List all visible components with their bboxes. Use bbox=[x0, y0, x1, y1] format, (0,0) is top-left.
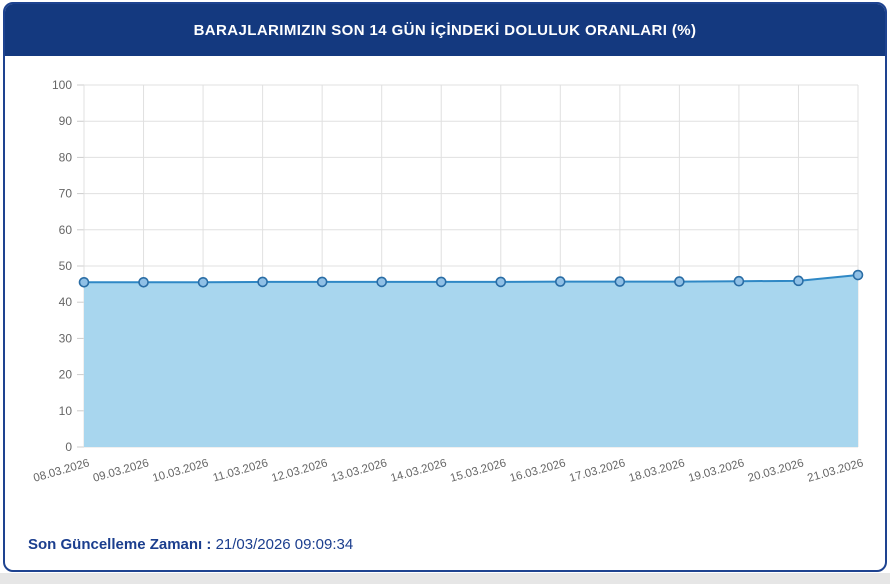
data-point[interactable] bbox=[197, 276, 209, 288]
y-tick-label: 10 bbox=[59, 404, 73, 418]
x-tick-label: 15.03.2026 bbox=[449, 457, 508, 484]
y-tick-label: 70 bbox=[59, 187, 73, 201]
x-tick-label: 19.03.2026 bbox=[687, 457, 746, 484]
y-tick-label: 80 bbox=[59, 150, 73, 164]
data-point[interactable] bbox=[495, 276, 507, 288]
data-point[interactable] bbox=[316, 276, 328, 288]
x-tick-label: 13.03.2026 bbox=[330, 457, 389, 484]
last-update-separator: : bbox=[202, 536, 216, 553]
chart-title: BARAJLARIMIZIN SON 14 GÜN İÇİNDEKİ DOLUL… bbox=[193, 21, 697, 39]
y-tick-label: 40 bbox=[59, 295, 73, 309]
y-tick-label: 0 bbox=[65, 440, 72, 454]
y-tick-label: 100 bbox=[52, 78, 72, 92]
data-point[interactable] bbox=[435, 276, 447, 288]
x-tick-label: 12.03.2026 bbox=[270, 457, 329, 484]
last-update-label: Son Güncelleme Zamanı bbox=[28, 536, 203, 553]
last-update-line: Son Güncelleme Zamanı : 21/03/2026 09:09… bbox=[28, 536, 353, 553]
data-point[interactable] bbox=[376, 276, 387, 288]
x-tick-label: 18.03.2026 bbox=[628, 457, 687, 484]
x-tick-label: 11.03.2026 bbox=[212, 457, 270, 484]
data-point[interactable] bbox=[555, 276, 566, 287]
y-tick-label: 60 bbox=[59, 223, 73, 237]
y-tick-label: 50 bbox=[59, 259, 73, 273]
data-point[interactable] bbox=[614, 276, 626, 287]
y-tick-label: 30 bbox=[59, 331, 73, 345]
x-tick-label: 08.03.2026 bbox=[32, 457, 91, 484]
x-tick-label: 09.03.2026 bbox=[92, 457, 151, 484]
data-point[interactable] bbox=[78, 276, 90, 288]
x-tick-label: 21.03.2026 bbox=[806, 457, 865, 484]
last-update-value: 21/03/2026 09:09:34 bbox=[215, 536, 354, 553]
data-point[interactable] bbox=[852, 269, 864, 281]
data-point[interactable] bbox=[793, 275, 804, 287]
data-point[interactable] bbox=[138, 276, 149, 288]
data-point[interactable] bbox=[733, 275, 745, 287]
x-tick-label: 17.03.2026 bbox=[568, 457, 627, 484]
series-line bbox=[84, 274, 859, 284]
area-fill bbox=[84, 275, 858, 447]
page-background-strip bbox=[0, 573, 890, 584]
dam-fill-rate-widget: 0 10 20 30 40 50 60 70 80 90 100 08.03.2026 09.03.20… bbox=[3, 2, 887, 572]
chart-header: BARAJLARIMIZIN SON 14 GÜN İÇİNDEKİ DOLUL… bbox=[5, 4, 885, 56]
x-tick-label: 16.03.2026 bbox=[508, 457, 567, 484]
x-tick-label: 14.03.2026 bbox=[389, 457, 448, 484]
y-tick-label: 20 bbox=[59, 368, 73, 382]
chart-area[interactable]: 0 10 20 30 40 50 60 70 80 90 100 08.03.2026 09.03.20… bbox=[5, 4, 885, 570]
x-tick-label: 20.03.2026 bbox=[747, 457, 806, 484]
x-tick-label: 10.03.2026 bbox=[151, 457, 210, 484]
data-point[interactable] bbox=[257, 276, 268, 288]
data-point[interactable] bbox=[674, 276, 685, 287]
fill-rate-area-chart[interactable]: 0 10 20 30 40 50 60 70 80 90 100 08.03.2026 09.03.20… bbox=[5, 4, 885, 570]
y-tick-label: 90 bbox=[59, 114, 73, 128]
